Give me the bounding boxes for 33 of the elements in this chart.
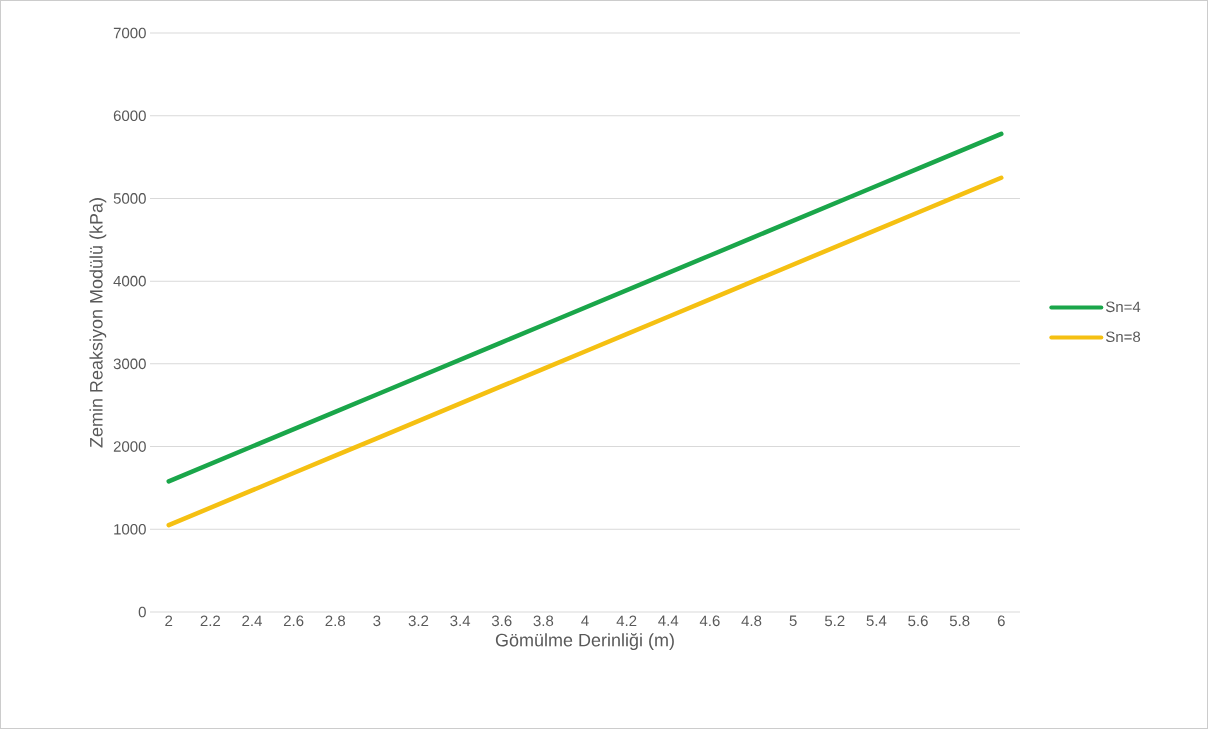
y-tick-label: 7000 <box>113 27 146 39</box>
y-tick-label: 4000 <box>113 275 146 287</box>
x-tick-label: 2.6 <box>283 615 304 627</box>
legend-label: Sn=8 <box>1105 331 1141 343</box>
x-tick-label: 2.2 <box>200 615 221 627</box>
x-tick-label: 2.8 <box>325 615 346 627</box>
x-tick-label: 3.2 <box>408 615 429 627</box>
x-tick-label: 4.6 <box>699 615 720 627</box>
x-tick-label: 3 <box>373 615 381 627</box>
y-tick-label: 0 <box>138 606 146 618</box>
x-tick-label: 5 <box>789 615 797 626</box>
x-tick-label: 4.4 <box>658 615 679 626</box>
y-tick-label: 5000 <box>113 193 146 204</box>
x-tick-label: 6 <box>997 615 1005 627</box>
y-axis-title: Zemin Reaksiyon Modülü (kPa) <box>89 198 107 448</box>
x-tick-label: 5.6 <box>908 615 928 627</box>
x-tick-label: 4.2 <box>616 615 637 627</box>
legend-label: Sn=4 <box>1105 301 1141 313</box>
y-tick-label: 6000 <box>113 110 146 122</box>
x-tick-label: 2.4 <box>242 615 262 627</box>
x-tick-label: 2 <box>165 615 173 627</box>
x-axis-title: Gömülme Derinliği (m) <box>495 633 674 651</box>
x-tick-label: 4.8 <box>741 615 762 627</box>
x-tick-label: 4 <box>581 615 589 626</box>
x-tick-label: 5.2 <box>824 615 845 627</box>
x-tick-label: 5.8 <box>949 615 970 627</box>
y-tick-label: 2000 <box>113 441 146 452</box>
y-tick-label: 1000 <box>114 523 146 535</box>
x-tick-label: 3.6 <box>491 615 512 627</box>
x-tick-label: 3.4 <box>450 615 471 627</box>
x-tick-label: 3.8 <box>533 615 554 627</box>
y-tick-label: 3000 <box>113 358 146 370</box>
x-tick-label: 5.4 <box>866 615 887 626</box>
